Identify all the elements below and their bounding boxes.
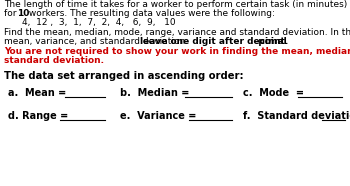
Text: workers. The resulting data values were the following:: workers. The resulting data values were …	[26, 9, 275, 18]
Text: b.  Median =: b. Median =	[120, 88, 189, 98]
Text: point.: point.	[249, 37, 288, 46]
Text: for: for	[4, 9, 19, 18]
Text: f.  Standard deviation  =: f. Standard deviation =	[243, 111, 350, 121]
Text: leave one digit after decimal: leave one digit after decimal	[140, 37, 287, 46]
Text: The data set arranged in ascending order:: The data set arranged in ascending order…	[4, 71, 244, 81]
Text: e.  Variance =: e. Variance =	[120, 111, 196, 121]
Text: mean, variance, and standard deviation: mean, variance, and standard deviation	[4, 37, 188, 46]
Text: c.  Mode  =: c. Mode =	[243, 88, 304, 98]
Text: 4,  12 ,  3,  1,  7,  2,  4,   6,  9,   10: 4, 12 , 3, 1, 7, 2, 4, 6, 9, 10	[22, 18, 176, 27]
Text: The length of time it takes for a worker to perform certain task (in minutes) wa: The length of time it takes for a worker…	[4, 0, 350, 9]
Text: Find the mean, median, mode, range, variance and standard deviation. In the answ: Find the mean, median, mode, range, vari…	[4, 28, 350, 37]
Text: 10: 10	[17, 9, 29, 18]
Text: a.  Mean =: a. Mean =	[8, 88, 66, 98]
Text: standard deviation.: standard deviation.	[4, 56, 104, 65]
Text: d. Range =: d. Range =	[8, 111, 68, 121]
Text: You are not required to show your work in finding the mean, median, mode, range,: You are not required to show your work i…	[4, 47, 350, 56]
